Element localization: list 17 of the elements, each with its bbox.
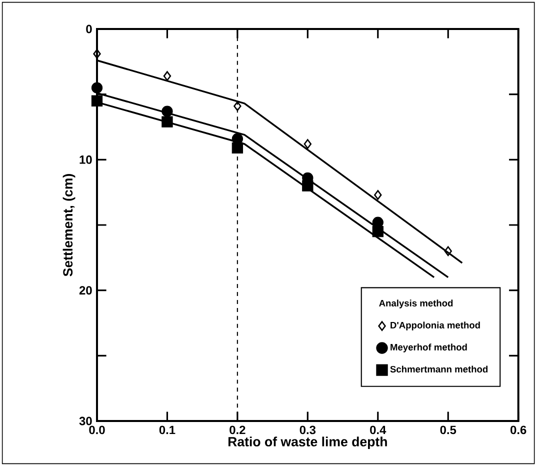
y-tick-label: 30 — [79, 416, 92, 426]
x-tick-label: 0.5 — [440, 426, 456, 434]
y-tick-label: 0 — [86, 24, 92, 34]
legend-title: Analysis method — [379, 300, 453, 308]
x-tick-label: 0.0 — [89, 426, 105, 434]
x-tick-label: 0.1 — [159, 426, 176, 434]
y-tick-label: 10 — [80, 155, 92, 164]
legend-label: Schmertmann method — [390, 366, 488, 372]
x-axis-title: Ratio of waste lime depth — [228, 436, 387, 450]
x-tick-label: 0.6 — [510, 426, 526, 434]
x-tick-label: 0.4 — [370, 426, 386, 434]
x-tick-label: 0.3 — [300, 426, 316, 434]
y-axis-title: Settlement, (cm) — [62, 174, 76, 276]
x-tick-label: 0.2 — [230, 426, 246, 434]
y-tick-label: 20 — [79, 286, 92, 295]
legend-label: D'Appolonia method — [390, 322, 480, 330]
legend-label: Meyerhof method — [390, 344, 467, 352]
